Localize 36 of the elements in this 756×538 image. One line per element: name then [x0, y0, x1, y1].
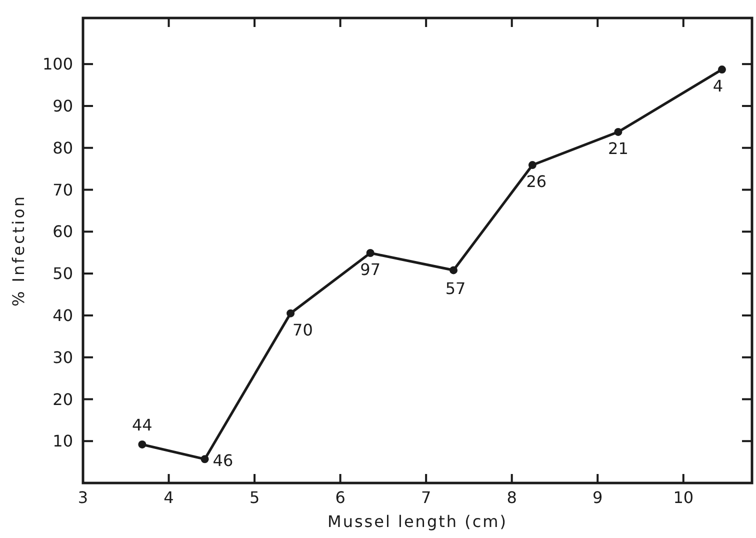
x-tick-label: 7 [420, 488, 432, 507]
y-tick-label: 10 [52, 432, 73, 451]
x-tick-label: 3 [78, 488, 88, 507]
point [200, 455, 209, 464]
point [718, 66, 726, 74]
y-tick-label: 20 [52, 390, 73, 409]
annotation: 57 [445, 279, 466, 298]
point [366, 249, 374, 258]
y-tick-label: 40 [52, 306, 73, 326]
point [528, 161, 536, 170]
x-tick-label: 5 [249, 488, 260, 507]
annotation: 70 [292, 320, 313, 340]
annotation: 21 [608, 138, 628, 158]
annotation: 97 [360, 260, 381, 280]
x-tick-label: 8 [506, 488, 517, 507]
x-tick-label: 6 [335, 488, 346, 507]
y-tick-label: 100 [42, 54, 73, 74]
y-tick-label: 90 [52, 96, 73, 116]
point [614, 128, 622, 136]
x-axis-title: Mussel length (cm) [328, 512, 508, 531]
annotation: 44 [132, 415, 152, 434]
y-axis-title: % Infection [9, 194, 28, 307]
y-tick-label: 50 [52, 264, 73, 284]
annotation: 4 [712, 76, 724, 96]
annotation: 26 [526, 172, 547, 192]
y-tick-label: 80 [52, 138, 73, 158]
y-tick-label: 60 [52, 222, 73, 242]
point [286, 309, 295, 318]
point [450, 266, 458, 274]
x-tick-label: 9 [592, 488, 603, 507]
y-tick-label: 30 [52, 348, 73, 367]
x-tick-label: 10 [673, 488, 694, 507]
x-tick-label: 4 [164, 488, 174, 507]
annotation: 46 [212, 451, 234, 470]
y-tick-label: 70 [52, 180, 73, 200]
point [138, 440, 146, 448]
